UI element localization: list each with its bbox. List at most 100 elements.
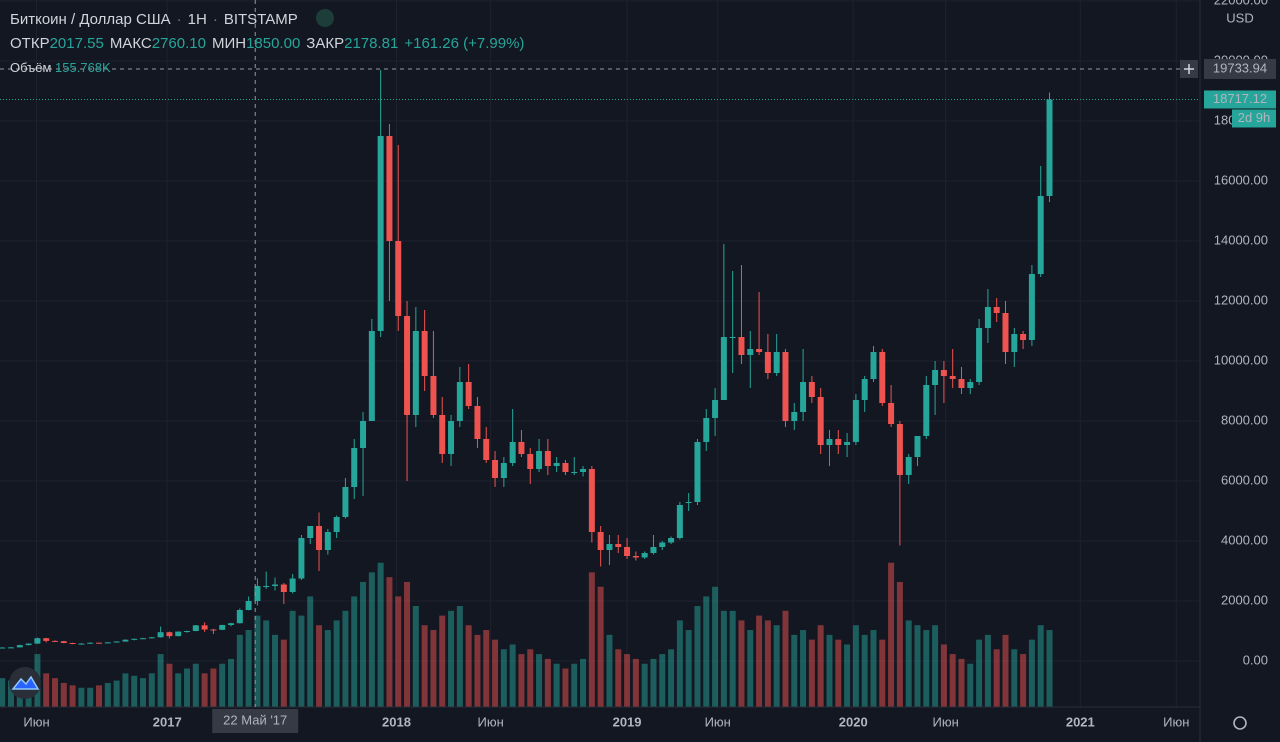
candle-body <box>606 544 613 551</box>
volume-value: 155.768K <box>55 60 111 75</box>
volume-bar <box>395 596 402 707</box>
volume-bar <box>201 673 208 707</box>
candle-body <box>932 370 939 386</box>
volume-bar <box>747 630 754 707</box>
volume-bar <box>782 610 789 707</box>
candle-body <box>430 376 437 416</box>
candle-body <box>694 442 701 503</box>
settings-icon[interactable] <box>1233 716 1247 730</box>
candle-body <box>166 632 173 637</box>
volume-label: Объём <box>10 60 52 75</box>
ohlc-row: ОТКР2017.55 МАКС2760.10 МИН1850.00 ЗАКР2178… <box>10 32 524 56</box>
candle-body <box>483 439 490 461</box>
candle-body <box>685 502 692 504</box>
x-tick-label: Июн <box>23 714 49 729</box>
volume-bar <box>210 668 217 707</box>
candle-body <box>298 538 305 579</box>
volume-bar <box>8 680 14 707</box>
candle-body <box>553 463 560 467</box>
candle-body <box>395 240 402 316</box>
y-tick-label: 14000.00 <box>1214 232 1268 247</box>
x-tick-label: 2020 <box>839 714 868 729</box>
volume-bar <box>756 615 763 707</box>
y-tick-label: 16000.00 <box>1214 172 1268 187</box>
candle-body <box>914 436 921 458</box>
candle-body <box>949 376 956 380</box>
candle-body <box>624 547 631 557</box>
candle-body <box>87 642 94 644</box>
volume-bar <box>351 596 358 707</box>
status-icon <box>315 9 334 27</box>
crosshair-y-label: 19733.94 <box>1213 60 1267 75</box>
volume-bar <box>817 625 824 707</box>
candle-body <box>43 638 50 641</box>
y-tick-label: 10000.00 <box>1214 352 1268 367</box>
candle-body <box>140 638 147 640</box>
volume-bar <box>729 610 736 707</box>
volume-bar <box>624 654 631 707</box>
volume-bar <box>272 634 279 707</box>
crosshair-x-badge <box>212 709 299 733</box>
candle-body <box>791 412 798 422</box>
volume-bar <box>333 620 340 707</box>
volume-bar <box>280 639 287 707</box>
x-tick-label: Июн <box>933 714 959 729</box>
candle-body <box>377 135 384 331</box>
volume-bar <box>492 639 499 707</box>
candle-body <box>896 424 903 476</box>
candle-body <box>78 643 85 645</box>
candle-body <box>96 642 103 644</box>
candle-body <box>245 601 252 611</box>
volume-bar <box>184 668 191 707</box>
candle-body <box>632 556 639 558</box>
y-tick-label: 6000.00 <box>1221 472 1268 487</box>
candle-body <box>905 457 912 476</box>
candle-body <box>342 487 349 518</box>
candle-body <box>544 451 551 467</box>
candle-body <box>0 647 6 649</box>
candle-body <box>201 625 208 630</box>
volume-bar <box>861 634 868 707</box>
volume-bar <box>932 625 939 707</box>
volume-bar <box>421 625 428 707</box>
candle-body <box>333 517 340 533</box>
volume-bar <box>175 673 182 707</box>
candle-body <box>888 403 895 425</box>
candle-body <box>122 639 129 642</box>
candle-body <box>597 532 604 551</box>
volume-bar <box>993 649 1000 707</box>
candle-body <box>562 463 569 473</box>
volume-bar <box>791 634 798 707</box>
volume-bar <box>650 658 657 707</box>
candle-body <box>976 327 983 383</box>
candle-body <box>175 631 182 637</box>
volume-bar <box>1020 654 1027 707</box>
volume-bar <box>1002 634 1009 707</box>
volume-bar <box>52 678 58 707</box>
volume-bar <box>509 644 516 707</box>
candle-body <box>1046 99 1053 196</box>
candle-body <box>615 544 622 548</box>
candle-body <box>219 625 226 630</box>
volume-bar <box>474 634 481 707</box>
volume-bar <box>404 581 411 707</box>
currency-label: USD <box>1226 10 1253 25</box>
last-price-badge <box>1204 90 1276 109</box>
volume-bar <box>113 680 120 707</box>
volume-bar <box>984 634 991 707</box>
candle-body <box>826 439 833 446</box>
candle-body <box>210 629 217 631</box>
candle-body <box>404 315 411 416</box>
candle-body <box>474 406 481 440</box>
candle-body <box>263 586 270 588</box>
volume-bar <box>263 620 270 707</box>
candle-body <box>720 336 727 401</box>
candle-body <box>360 421 367 449</box>
candle-body <box>60 641 67 644</box>
candle-body <box>316 526 323 551</box>
x-tick-label: 2021 <box>1066 714 1095 729</box>
countdown-label: 2d 9h <box>1238 110 1271 125</box>
volume-bar <box>87 687 94 707</box>
